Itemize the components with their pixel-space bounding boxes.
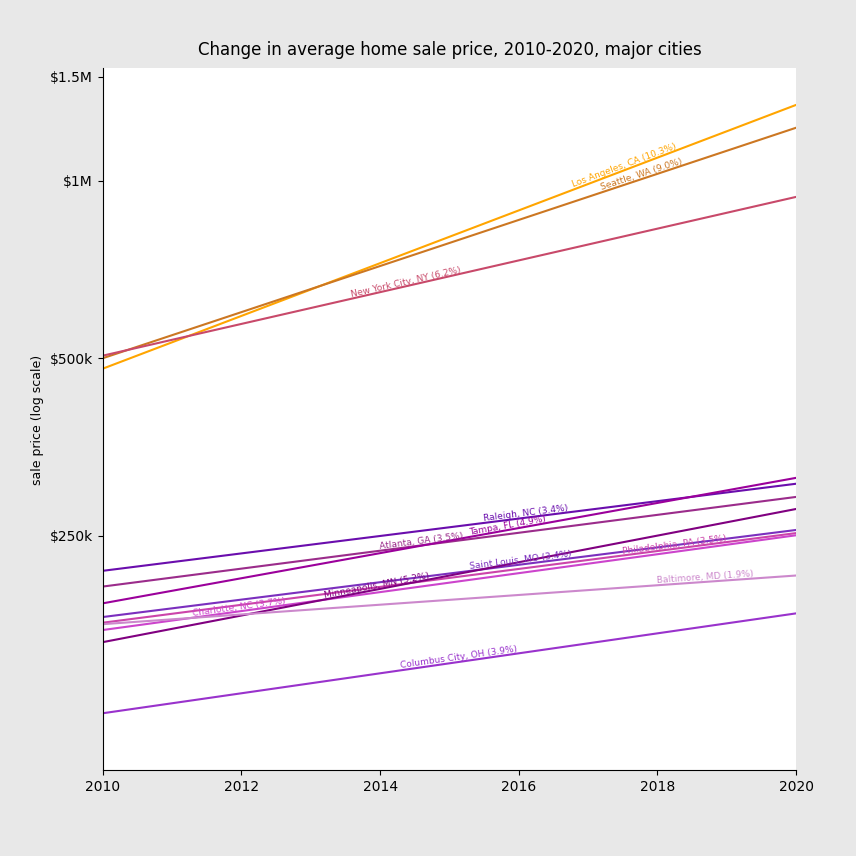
Text: Raleigh, NC (3.4%): Raleigh, NC (3.4%) [483,503,568,523]
Text: Los Angeles, CA (10.3%): Los Angeles, CA (10.3%) [571,142,678,189]
Text: Atlanta, GA (3.5%): Atlanta, GA (3.5%) [379,532,464,550]
Text: Philadelphia, PA (3.5%): Philadelphia, PA (3.5%) [621,533,727,556]
Title: Change in average home sale price, 2010-2020, major cities: Change in average home sale price, 2010-… [198,40,701,58]
Y-axis label: sale price (log scale): sale price (log scale) [31,354,45,484]
Text: New York City, NY (6.2%): New York City, NY (6.2%) [350,265,462,299]
Text: Columbus City, OH (3.9%): Columbus City, OH (3.9%) [400,645,518,670]
Text: Charlotte, NC (3.7%): Charlotte, NC (3.7%) [192,597,286,618]
Text: Seattle, WA (9.0%): Seattle, WA (9.0%) [599,158,683,193]
Text: Minneapolis, MN (5.2%): Minneapolis, MN (5.2%) [323,571,430,599]
Text: Saint Louis, MO (3.4%): Saint Louis, MO (3.4%) [469,550,572,571]
Text: Tampa, FL (4.9%): Tampa, FL (4.9%) [468,514,547,537]
Text: Baltimore, MD (1.9%): Baltimore, MD (1.9%) [657,569,754,586]
